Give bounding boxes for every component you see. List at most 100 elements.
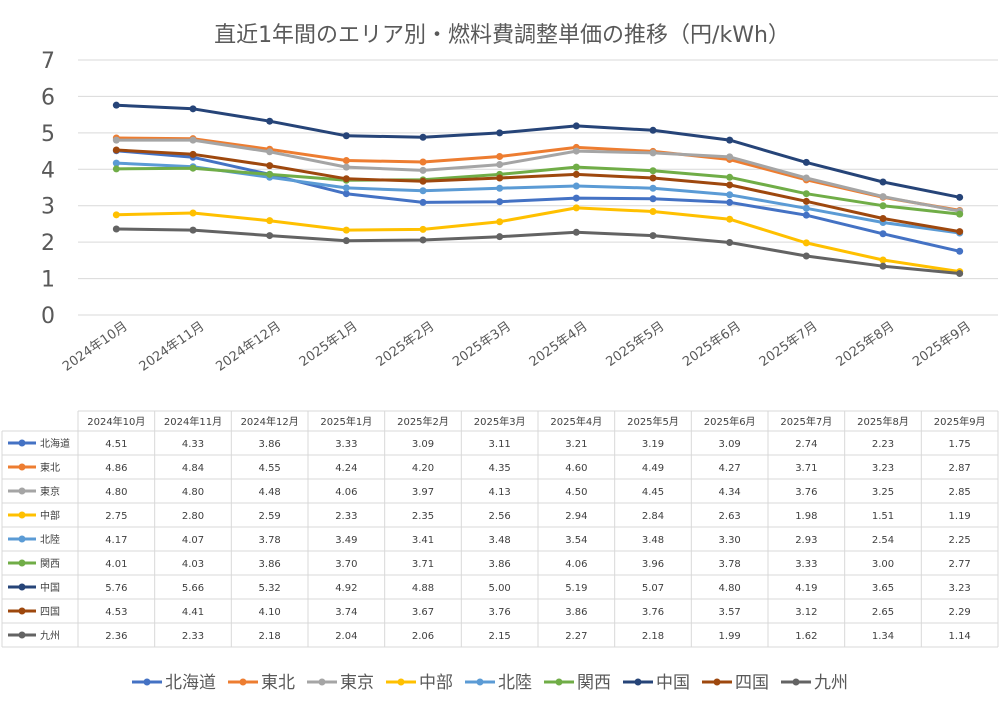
data-point: [879, 214, 887, 222]
table-value-cell: 5.07: [642, 583, 664, 594]
table-value-cell: 3.54: [565, 535, 587, 546]
series-0: [112, 147, 964, 255]
data-point: [112, 136, 120, 144]
x-tick-label: 2024年12月: [213, 319, 284, 375]
table-header-cell: 2025年5月: [627, 415, 679, 428]
x-axis: 2024年10月 2024年11月 2024年12月 2025年1月 2025年2月 20…: [60, 319, 974, 375]
series-line: [114, 165, 962, 216]
table-value-cell: 1.14: [949, 631, 971, 642]
data-point: [572, 204, 580, 212]
table-series-name: 関西: [40, 558, 60, 570]
legend-key-marker: [555, 678, 563, 686]
x-tick-label: 2025年8月: [834, 319, 898, 370]
series-line: [114, 138, 962, 213]
data-point: [266, 170, 274, 178]
data-point: [189, 209, 197, 217]
table-value-cell: 4.20: [412, 463, 434, 474]
table-value-cell: 3.23: [872, 463, 894, 474]
data-point: [419, 187, 427, 195]
table-value-cell: 3.76: [795, 487, 817, 498]
table-value-cell: 2.18: [259, 631, 281, 642]
x-tick-label: 2025年4月: [527, 319, 591, 370]
data-point: [266, 162, 274, 170]
y-tick-label: 5: [41, 122, 55, 147]
data-point: [266, 148, 274, 156]
table-value-cell: 4.84: [182, 463, 204, 474]
legend-item: 北海道: [132, 673, 216, 693]
table-legend-key-marker: [18, 583, 26, 591]
table-header-cell: 2025年4月: [550, 415, 602, 428]
table-value-cell: 5.66: [182, 583, 204, 594]
series-line: [114, 103, 962, 199]
data-point: [496, 161, 504, 169]
table-legend-key-marker: [18, 487, 26, 495]
data-point: [649, 174, 657, 182]
data-point: [802, 197, 810, 205]
table-value-cell: 3.21: [565, 439, 587, 450]
data-point: [342, 226, 350, 234]
chart-title: 直近1年間のエリア別・燃料費調整単価の推移（円/kWh）: [214, 23, 790, 48]
data-point: [419, 158, 427, 166]
y-axis: 0 1 2 3 4 5 6 7: [41, 49, 55, 329]
table-value-cell: 4.13: [489, 487, 511, 498]
legend-label: 関西: [577, 673, 611, 693]
series-lines: [112, 101, 964, 277]
x-tick-label: 2024年11月: [137, 319, 208, 375]
table-value-cell: 1.34: [872, 631, 894, 642]
table-value-cell: 3.76: [642, 607, 664, 618]
table-value-cell: 4.48: [259, 487, 281, 498]
table-legend-key-marker: [18, 463, 26, 471]
table-value-cell: 4.88: [412, 583, 434, 594]
table-value-cell: 2.59: [259, 511, 281, 522]
table-value-cell: 4.06: [565, 559, 587, 570]
data-point: [266, 217, 274, 225]
data-point: [802, 211, 810, 219]
series-line: [114, 136, 962, 212]
table-value-cell: 3.57: [719, 607, 741, 618]
x-tick-label: 2025年1月: [297, 319, 361, 370]
data-point: [802, 239, 810, 247]
table-series-name: 九州: [40, 630, 60, 642]
data-point: [112, 101, 120, 109]
table-value-cell: 3.86: [489, 559, 511, 570]
data-point: [802, 158, 810, 166]
data-point: [112, 146, 120, 154]
legend-key-marker: [713, 678, 721, 686]
table-value-cell: 4.60: [565, 463, 587, 474]
table-value-cell: 4.07: [182, 535, 204, 546]
data-point: [649, 232, 657, 240]
table-legend-key-marker: [18, 631, 26, 639]
table-value-cell: 3.86: [565, 607, 587, 618]
data-point: [112, 225, 120, 233]
data-point: [879, 178, 887, 186]
data-point: [649, 195, 657, 203]
table-value-cell: 2.85: [949, 487, 971, 498]
data-point: [726, 136, 734, 144]
legend-label: 九州: [814, 673, 848, 693]
table-value-cell: 3.41: [412, 535, 434, 546]
table-value-cell: 4.03: [182, 559, 204, 570]
data-point: [956, 210, 964, 218]
data-point: [496, 129, 504, 137]
table-value-cell: 4.80: [719, 583, 741, 594]
table-value-cell: 4.51: [105, 439, 127, 450]
y-tick-label: 3: [41, 195, 55, 220]
data-point: [189, 105, 197, 113]
data-point: [572, 147, 580, 155]
x-tick-label: 2025年6月: [680, 319, 744, 370]
table-legend-key-marker: [18, 559, 26, 567]
data-point: [419, 177, 427, 185]
table-value-cell: 4.53: [105, 607, 127, 618]
table-header-cell: 2025年8月: [857, 415, 909, 428]
table-value-cell: 4.19: [795, 583, 817, 594]
legend-key-marker: [239, 678, 247, 686]
legend-key-marker: [318, 678, 326, 686]
data-point: [112, 165, 120, 173]
table-value-cell: 4.33: [182, 439, 204, 450]
table-value-cell: 2.94: [565, 511, 587, 522]
table-header-cell: 2025年3月: [474, 415, 526, 428]
table-value-cell: 3.48: [642, 535, 664, 546]
data-point: [879, 202, 887, 210]
data-point: [496, 184, 504, 192]
